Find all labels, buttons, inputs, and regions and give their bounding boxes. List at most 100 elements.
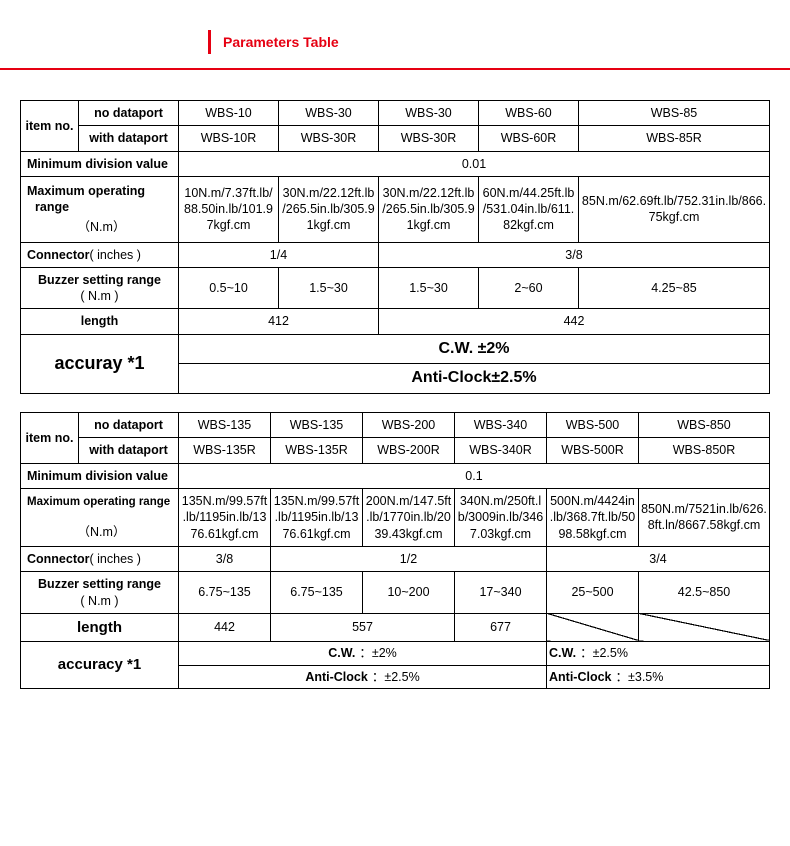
connector: 1/4 [179,242,379,267]
connector: 1/2 [271,547,547,572]
model: WBS-60R [479,126,579,151]
max-op: 135N.m/99.57ft.lb/1195in.lb/1376.61kgf.c… [271,488,363,546]
table-row: item no. no dataport WBS-10 WBS-30 WBS-3… [21,101,770,126]
model: WBS-500R [547,438,639,463]
table-row: Minimum division value 0.1 [21,463,770,488]
params-table-2: item no. no dataport WBS-135 WBS-135 WBS… [20,412,770,689]
table-row: accuracy *1 C.W.：±2% C.W.：±2.5% [21,642,770,665]
max-op: 340N.m/250ft.lb/3009in.lb/3467.03kgf.cm [455,488,547,546]
length-label: length [21,309,179,334]
length-label: length [21,613,179,642]
model: WBS-10R [179,126,279,151]
connector: 3/8 [379,242,770,267]
max-op: 85N.m/62.69ft.lb/752.31in.lb/866.75kgf.c… [579,176,770,242]
table-row: Connector( inches ) 3/8 1/2 3/4 [21,547,770,572]
buzzer: 1.5~30 [279,267,379,309]
connector: 3/8 [179,547,271,572]
model: WBS-200 [363,413,455,438]
model: WBS-200R [363,438,455,463]
max-op-label: Maximum operating range （N.m） [21,488,179,546]
min-div-label: Minimum division value [21,463,179,488]
accuracy-cw: C.W. ±2% [179,334,770,364]
max-op: 850N.m/7521in.lb/626.8ft.ln/8667.58kgf.c… [639,488,770,546]
model: WBS-30 [279,101,379,126]
max-op-label: Maximum operating range （N.m） [21,176,179,242]
max-op: 500N.m/4424in.lb/368.7ft.lb/5098.58kgf.c… [547,488,639,546]
min-div-value: 0.1 [179,463,770,488]
table-row: Maximum operating range （N.m） 135N.m/99.… [21,488,770,546]
table-row: length 412 442 [21,309,770,334]
model: WBS-135R [179,438,271,463]
max-op: 135N.m/99.57ft.lb/1195in.lb/1376.61kgf.c… [179,488,271,546]
buzzer-label: Buzzer setting range ( N.m ) [21,267,179,309]
model: WBS-60 [479,101,579,126]
model: WBS-340 [455,413,547,438]
length: 557 [271,613,455,642]
params-table-1: item no. no dataport WBS-10 WBS-30 WBS-3… [20,100,770,394]
with-dataport-label: with dataport [79,126,179,151]
length: 442 [179,613,271,642]
connector-label: Connector( inches ) [21,242,179,267]
table-row: Minimum division value 0.01 [21,151,770,176]
with-dataport-label: with dataport [79,438,179,463]
min-div-label: Minimum division value [21,151,179,176]
length: 442 [379,309,770,334]
model: WBS-500 [547,413,639,438]
table-row: Buzzer setting range ( N.m ) 0.5~10 1.5~… [21,267,770,309]
buzzer: 42.5~850 [639,572,770,614]
table-row: Buzzer setting range ( N.m ) 6.75~135 6.… [21,572,770,614]
model: WBS-85 [579,101,770,126]
accuracy-ac-a: Anti-Clock：±2.5% [179,665,547,688]
buzzer: 10~200 [363,572,455,614]
buzzer: 1.5~30 [379,267,479,309]
model: WBS-135 [179,413,271,438]
table-row: with dataport WBS-135R WBS-135R WBS-200R… [21,438,770,463]
empty-cell [639,613,770,642]
max-op: 200N.m/147.5ft.lb/1770in.lb/2039.43kgf.c… [363,488,455,546]
empty-cell [547,613,639,642]
buzzer: 4.25~85 [579,267,770,309]
buzzer: 17~340 [455,572,547,614]
buzzer-label: Buzzer setting range ( N.m ) [21,572,179,614]
header-bar: Parameters Table [0,0,790,70]
header-tab: Parameters Table [208,30,339,54]
table-row: with dataport WBS-10R WBS-30R WBS-30R WB… [21,126,770,151]
accuracy-label: accuracy *1 [21,642,179,689]
table-row: Maximum operating range （N.m） 10N.m/7.37… [21,176,770,242]
min-div-value: 0.01 [179,151,770,176]
model: WBS-135 [271,413,363,438]
length: 677 [455,613,547,642]
table-row: accuray *1 C.W. ±2% [21,334,770,364]
buzzer: 25~500 [547,572,639,614]
model: WBS-340R [455,438,547,463]
model: WBS-10 [179,101,279,126]
page-body: item no. no dataport WBS-10 WBS-30 WBS-3… [0,70,790,737]
buzzer: 6.75~135 [179,572,271,614]
model: WBS-30 [379,101,479,126]
length: 412 [179,309,379,334]
table-row: item no. no dataport WBS-135 WBS-135 WBS… [21,413,770,438]
connector-label: Connector( inches ) [21,547,179,572]
model: WBS-135R [271,438,363,463]
accuracy-label: accuray *1 [21,334,179,394]
model: WBS-850 [639,413,770,438]
model: WBS-85R [579,126,770,151]
model: WBS-30R [279,126,379,151]
header-tab-label: Parameters Table [223,34,339,50]
accuracy-cw-b: C.W.：±2.5% [547,642,770,665]
item-no-label: item no. [21,101,79,152]
buzzer: 2~60 [479,267,579,309]
buzzer: 6.75~135 [271,572,363,614]
accuracy-ac-b: Anti-Clock：±3.5% [547,665,770,688]
model: WBS-30R [379,126,479,151]
table-row: length 442 557 677 [21,613,770,642]
max-op: 60N.m/44.25ft.lb/531.04in.lb/611.82kgf.c… [479,176,579,242]
connector: 3/4 [547,547,770,572]
accuracy-cw-a: C.W.：±2% [179,642,547,665]
model: WBS-850R [639,438,770,463]
accuracy-anticlock: Anti-Clock±2.5% [179,364,770,394]
no-dataport-label: no dataport [79,101,179,126]
max-op: 30N.m/22.12ft.lb/265.5in.lb/305.91kgf.cm [279,176,379,242]
buzzer: 0.5~10 [179,267,279,309]
item-no-label: item no. [21,413,79,464]
